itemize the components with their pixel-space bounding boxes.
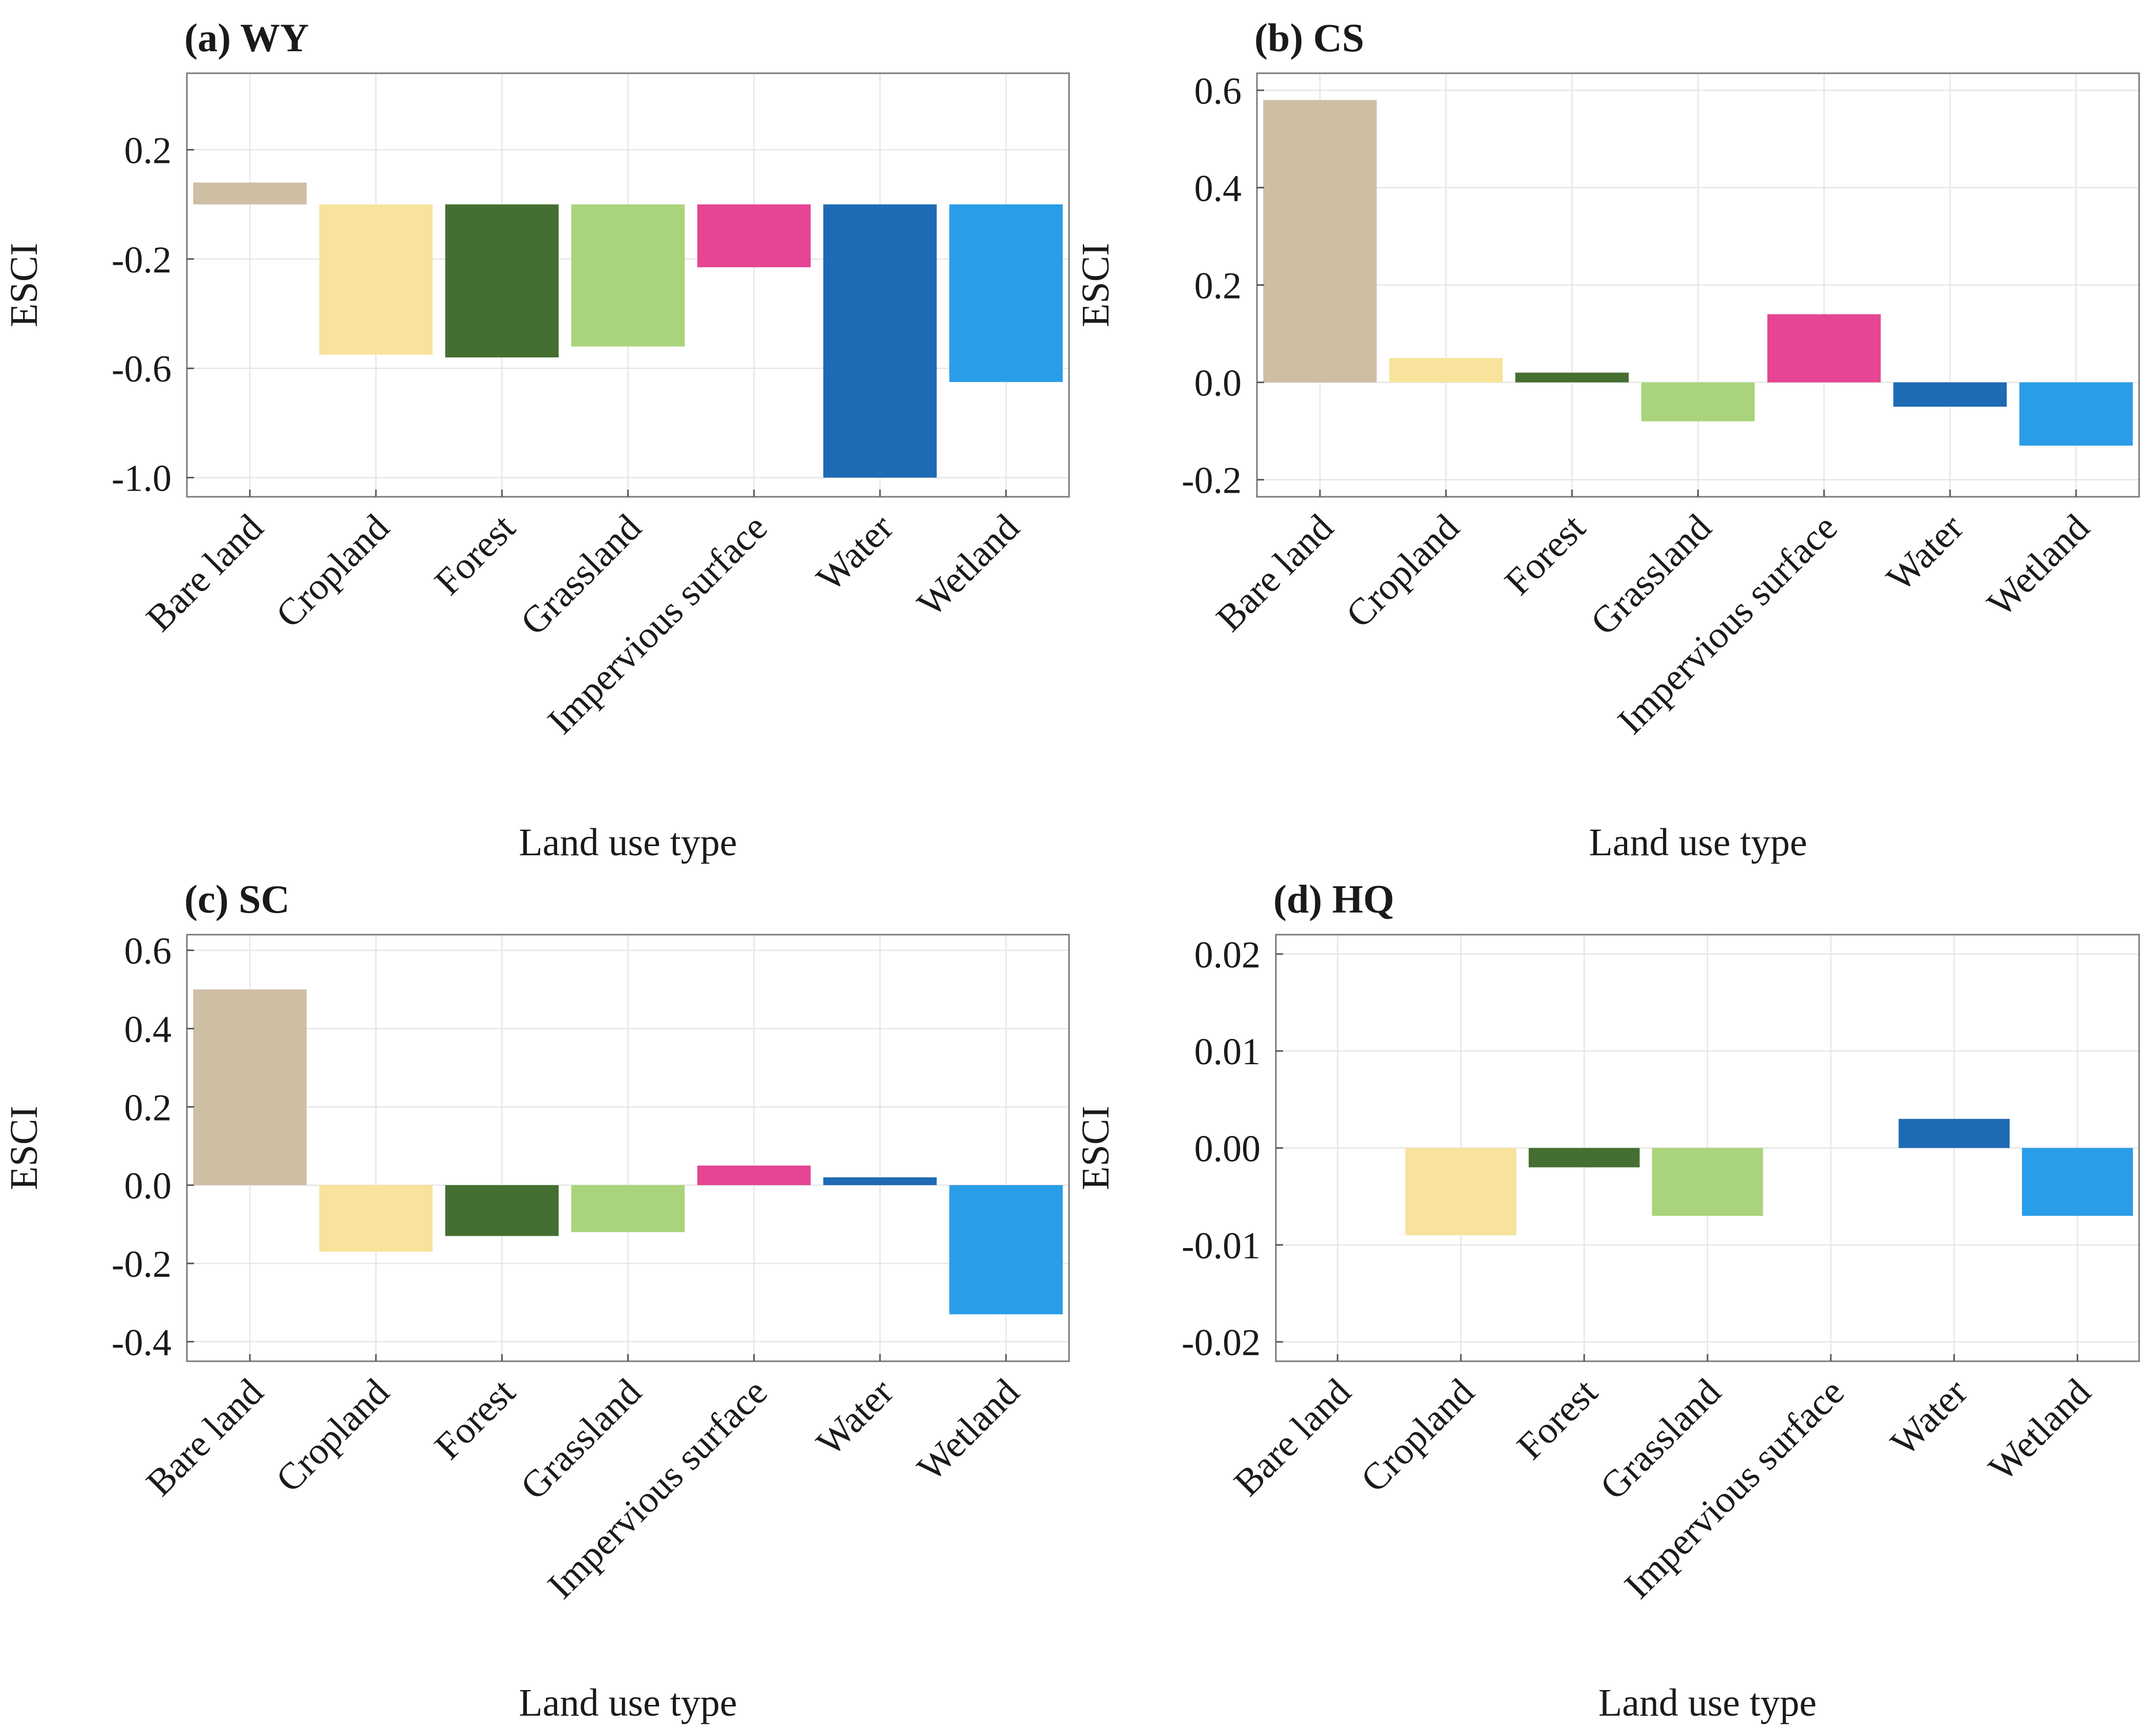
panel-title: (c) SC <box>184 877 290 921</box>
x-tick-label-forest: Forest <box>427 1371 524 1468</box>
bar-cropland <box>1389 358 1503 383</box>
x-axis-label: Land use type <box>519 1681 737 1724</box>
y-tick-label: 0.2 <box>124 1087 172 1129</box>
x-tick-label-bare-land: Bare land <box>1226 1371 1359 1504</box>
bar-forest <box>1528 1148 1640 1168</box>
y-tick-label: 0.0 <box>1194 363 1242 405</box>
x-tick-label-wetland: Wetland <box>909 1371 1028 1489</box>
y-tick-label: 0.4 <box>1194 167 1242 209</box>
bar-grassland <box>571 1185 685 1232</box>
x-tick-label-forest: Forest <box>427 507 524 603</box>
y-tick-label: 0.02 <box>1194 934 1261 976</box>
y-axis-label: ESCI <box>1074 1106 1117 1190</box>
bar-grassland <box>571 204 685 347</box>
x-tick-label-water: Water <box>808 507 902 600</box>
y-tick-label: -0.02 <box>1182 1322 1261 1364</box>
y-axis-label: ESCI <box>3 1106 46 1190</box>
panel-title: (d) HQ <box>1273 877 1394 921</box>
y-tick-label: -0.2 <box>112 239 172 281</box>
x-tick-label-cropland: Cropland <box>1353 1371 1483 1501</box>
y-axis-label: ESCI <box>3 243 46 327</box>
x-tick-label-water: Water <box>1883 1371 1976 1464</box>
bar-cropland <box>1405 1148 1517 1235</box>
bar-impervious-surface <box>697 204 811 267</box>
y-tick-label: -0.4 <box>112 1322 172 1364</box>
y-tick-label: -0.2 <box>1182 460 1242 502</box>
x-axis-label: Land use type <box>519 821 737 864</box>
y-tick-label: 0.6 <box>124 931 172 973</box>
bar-wetland <box>949 1185 1063 1315</box>
bar-wetland <box>2022 1148 2133 1216</box>
x-tick-label-impervious-surface: Impervious surface <box>540 507 775 742</box>
x-tick-label-water: Water <box>1879 507 1972 600</box>
y-tick-label: 0.0 <box>124 1165 172 1207</box>
bar-water <box>823 1177 937 1186</box>
bar-grassland <box>1652 1148 1763 1216</box>
bar-wetland <box>2019 382 2133 446</box>
bar-bare-land <box>193 989 307 1186</box>
y-tick-label: 0.01 <box>1194 1031 1261 1073</box>
x-tick-label-forest: Forest <box>1509 1371 1606 1468</box>
y-axis-label: ESCI <box>1074 243 1117 327</box>
y-tick-label: -0.01 <box>1182 1225 1261 1267</box>
y-tick-label: 0.6 <box>1194 70 1242 112</box>
bar-forest <box>445 1185 559 1236</box>
y-tick-label: -0.6 <box>112 348 172 390</box>
bar-water <box>1893 382 2007 407</box>
x-tick-label-wetland: Wetland <box>1979 507 2098 625</box>
x-tick-label-water: Water <box>808 1371 902 1464</box>
x-tick-label-cropland: Cropland <box>268 1371 398 1501</box>
bar-grassland <box>1641 382 1755 421</box>
y-tick-label: -1.0 <box>112 458 172 500</box>
x-axis-label: Land use type <box>1589 821 1807 864</box>
y-tick-label: 0.2 <box>1194 265 1242 307</box>
bar-bare-land <box>1263 100 1377 383</box>
y-tick-label: -0.2 <box>112 1243 172 1285</box>
bar-cropland <box>319 204 433 355</box>
x-tick-label-cropland: Cropland <box>268 507 398 636</box>
x-axis-label: Land use type <box>1598 1681 1817 1724</box>
x-tick-label-bare-land: Bare land <box>138 507 271 640</box>
y-tick-label: 0.00 <box>1194 1128 1261 1170</box>
panel-title: (a) WY <box>184 15 309 60</box>
x-tick-label-bare-land: Bare land <box>138 1371 271 1504</box>
y-tick-label: 0.4 <box>124 1008 172 1050</box>
bar-forest <box>445 204 559 357</box>
bar-water <box>1898 1119 2010 1148</box>
bar-forest <box>1515 372 1629 383</box>
x-tick-label-wetland: Wetland <box>1981 1371 2099 1489</box>
x-tick-label-cropland: Cropland <box>1338 507 1468 636</box>
bar-water <box>823 204 937 478</box>
panel-title: (b) CS <box>1254 15 1364 60</box>
bar-bare-land <box>193 182 307 205</box>
x-tick-label-wetland: Wetland <box>909 507 1028 625</box>
x-tick-label-impervious-surface: Impervious surface <box>540 1371 775 1607</box>
x-tick-label-bare-land: Bare land <box>1208 507 1341 640</box>
x-tick-label-impervious-surface: Impervious surface <box>1610 507 1845 742</box>
bar-cropland <box>319 1185 433 1252</box>
bar-wetland <box>949 204 1063 382</box>
x-tick-label-forest: Forest <box>1497 507 1594 603</box>
bar-impervious-surface <box>1767 314 1881 383</box>
x-tick-label-impervious-surface: Impervious surface <box>1616 1371 1852 1607</box>
bar-impervious-surface <box>697 1165 811 1186</box>
y-tick-label: 0.2 <box>124 130 172 172</box>
